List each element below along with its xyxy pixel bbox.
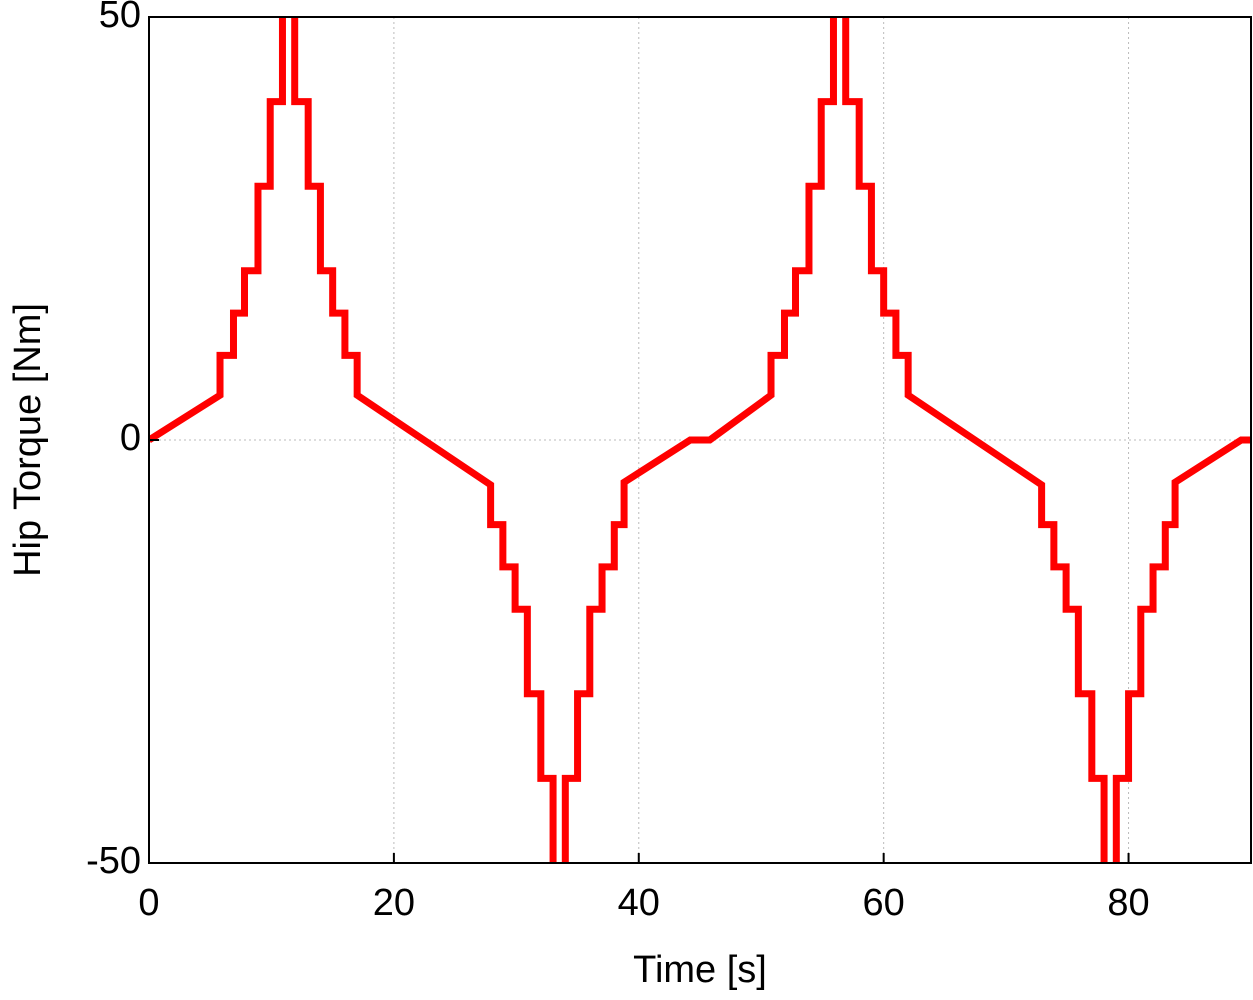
- y-axis-label: Hip Torque [Nm]: [7, 303, 49, 577]
- y-tick-label: -50: [86, 840, 141, 882]
- y-tick-label: 0: [120, 417, 141, 459]
- x-axis-label: Time [s]: [633, 949, 767, 991]
- x-tick-label: 80: [1107, 882, 1149, 924]
- data-line: [149, 17, 1251, 863]
- y-tick-label: 50: [99, 0, 141, 36]
- x-tick-label: 40: [618, 882, 660, 924]
- x-tick-label: 20: [373, 882, 415, 924]
- x-tick-label: 0: [138, 882, 159, 924]
- x-tick-label: 60: [863, 882, 905, 924]
